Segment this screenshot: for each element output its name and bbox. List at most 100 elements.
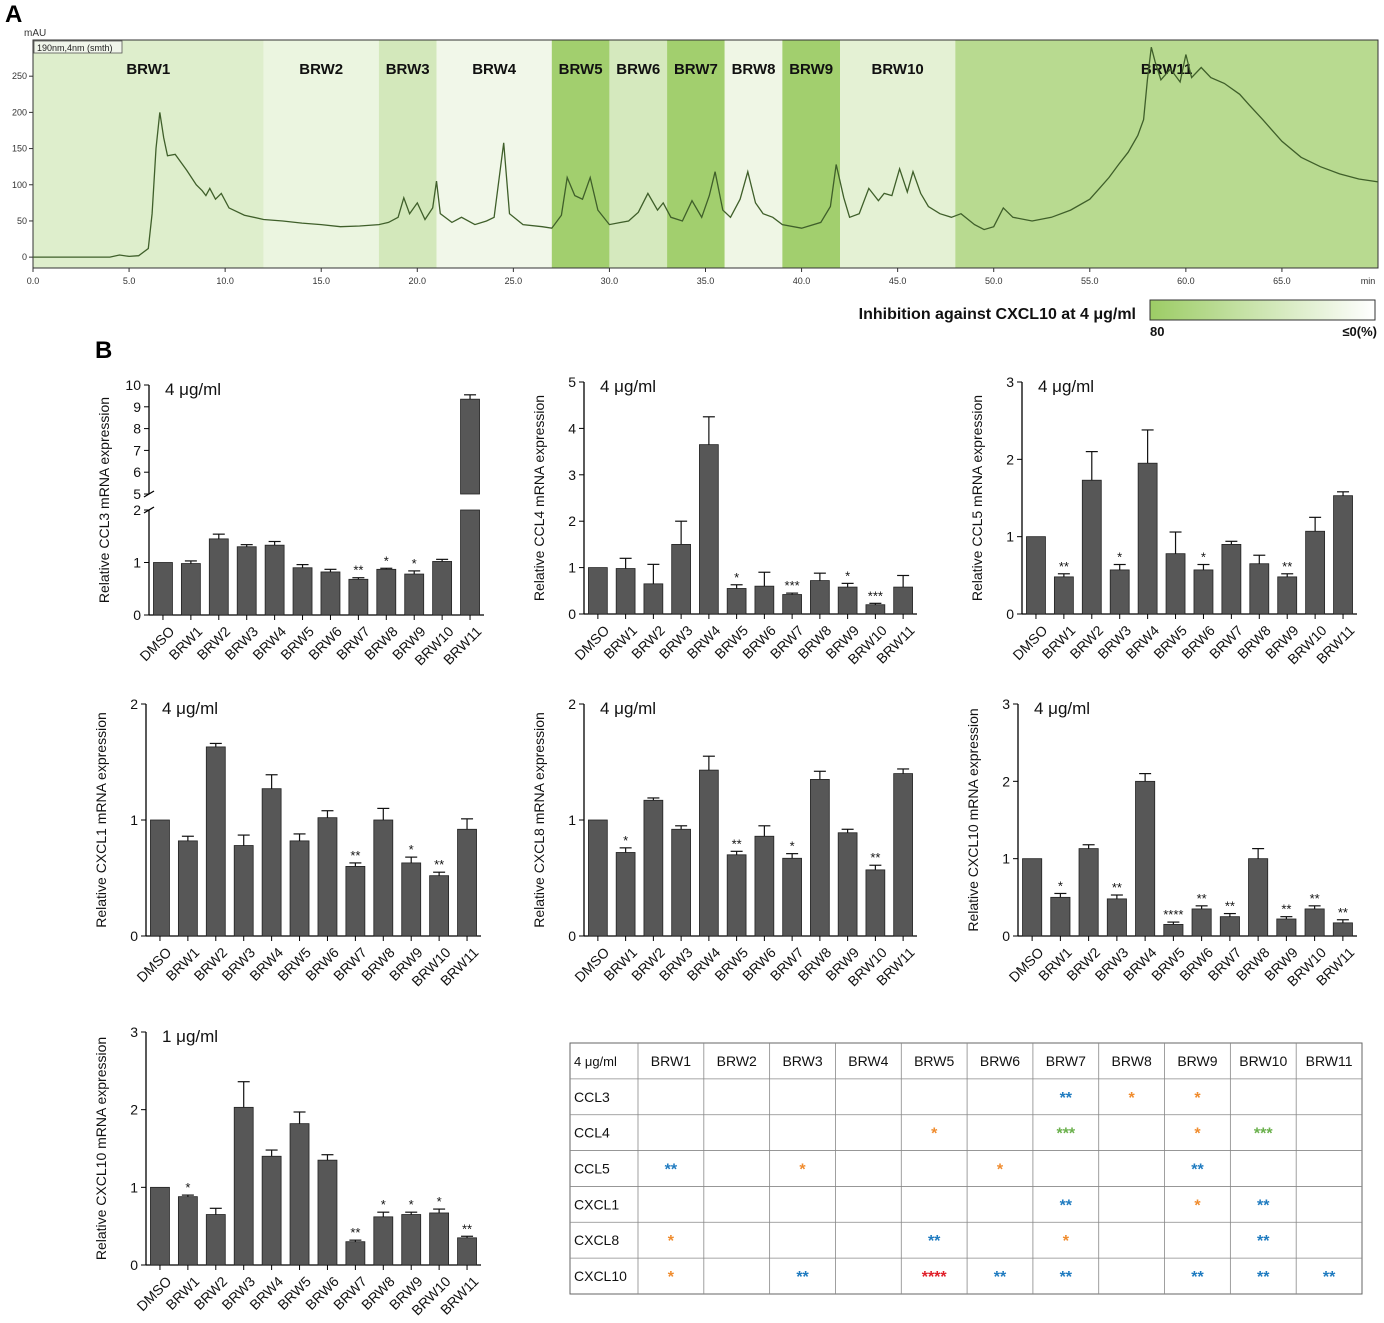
bar <box>345 866 366 937</box>
x-tick-label: 30.0 <box>601 276 619 286</box>
fraction-band-brw5 <box>551 40 610 268</box>
chart-ccl5-4ug: 0 1 2 3 Relative CCL5 mRNA expression 4 μg/ml… <box>969 374 1358 667</box>
fraction-label: BRW4 <box>472 61 517 78</box>
table-column-header: BRW2 <box>717 1053 757 1069</box>
bar <box>1277 576 1298 615</box>
significance-mark: * <box>1058 878 1063 893</box>
x-tick-label: 5.0 <box>123 276 136 286</box>
bar <box>1163 924 1184 937</box>
bar <box>726 854 747 937</box>
bar <box>457 1237 477 1266</box>
significance-mark: * <box>185 1180 190 1195</box>
bar <box>177 840 198 937</box>
bar <box>1165 553 1186 615</box>
bar <box>457 828 477 937</box>
table-column-header: BRW6 <box>980 1053 1020 1069</box>
fraction-label: BRW11 <box>1141 61 1192 78</box>
table-significance-cell: * <box>668 1233 675 1250</box>
bar <box>671 828 691 937</box>
table-significance-cell: * <box>1194 1090 1201 1107</box>
y-axis-title: Relative CXCL10 mRNA expression <box>93 1037 109 1260</box>
table-significance-cell: * <box>1194 1197 1201 1214</box>
panel-label-a: A <box>5 1 22 28</box>
table-row-label: CXCL10 <box>574 1268 627 1284</box>
y-tick-label: 1 <box>568 560 576 576</box>
significance-mark: * <box>790 839 795 854</box>
bar <box>150 819 170 937</box>
significance-mark: ** <box>1282 559 1292 574</box>
table-significance-cell: ** <box>1323 1269 1336 1286</box>
bar <box>348 578 369 616</box>
table-significance-cell: ** <box>1191 1162 1204 1179</box>
significance-mark: ** <box>1197 891 1207 906</box>
y-tick-label: 5 <box>568 374 576 390</box>
bar <box>782 857 802 937</box>
chart-ccl4-4ug: 0 1 2 3 4 5 Relative CCL4 mRNA expression 4 μg/… <box>531 374 918 667</box>
detector-label-box <box>33 40 123 54</box>
x-tick-label: 10.0 <box>216 276 234 286</box>
fraction-band-brw4 <box>436 40 552 268</box>
table-row-label: CXCL1 <box>574 1196 619 1212</box>
fraction-label: BRW8 <box>732 61 776 78</box>
table-significance-cell: ** <box>1060 1197 1073 1214</box>
table-significance-cell: ** <box>1060 1269 1073 1286</box>
bar <box>153 562 173 616</box>
bar <box>373 819 394 937</box>
concentration-annotation: 4 μg/ml <box>600 699 656 718</box>
bar <box>643 583 664 615</box>
significance-mark: ** <box>350 1225 360 1240</box>
bar <box>643 799 664 937</box>
y-tick-label: 2 <box>130 696 138 712</box>
bar <box>754 835 775 937</box>
x-tick-label: 55.0 <box>1081 276 1099 286</box>
bar <box>205 746 226 937</box>
bar <box>233 1106 254 1266</box>
bar <box>1191 908 1212 937</box>
concentration-annotation: 4 μg/ml <box>600 377 656 396</box>
bar <box>261 1155 282 1266</box>
fraction-band-brw8 <box>724 40 783 268</box>
fraction-band-brw7 <box>667 40 725 268</box>
y-tick-label: 3 <box>1006 374 1014 390</box>
bar <box>317 817 338 937</box>
table-column-header: BRW1 <box>651 1053 691 1069</box>
table-significance-cell: ** <box>1191 1269 1204 1286</box>
table-row-label: CCL3 <box>574 1089 610 1105</box>
table-significance-cell: ** <box>1060 1090 1073 1107</box>
y-tick-label: 3 <box>1002 696 1010 712</box>
bar <box>320 571 341 616</box>
table-significance-cell: * <box>799 1162 806 1179</box>
significance-mark: * <box>1117 550 1122 565</box>
bar <box>1137 462 1158 615</box>
fraction-label: BRW10 <box>872 61 924 78</box>
bar <box>1193 569 1214 615</box>
table-significance-cell: * <box>1129 1090 1136 1107</box>
significance-mark: * <box>409 1197 414 1212</box>
bar <box>292 567 313 616</box>
table-significance-cell: ** <box>796 1269 809 1286</box>
table-significance-cell: * <box>997 1162 1004 1179</box>
y-tick-label: 2 <box>568 696 576 712</box>
table-significance-cell: ** <box>1257 1269 1270 1286</box>
table-significance-cell: * <box>1063 1233 1070 1250</box>
y-unit-label: mAU <box>24 28 46 39</box>
concentration-annotation: 4 μg/ml <box>165 380 221 399</box>
significance-mark: * <box>437 1194 442 1209</box>
scale-max-label: 80 <box>1150 324 1164 339</box>
significance-mark: *** <box>868 588 883 603</box>
x-tick-label: 40.0 <box>793 276 811 286</box>
y-tick-label: 5 <box>133 486 141 502</box>
significance-mark: ** <box>1281 902 1291 917</box>
significance-mark: ** <box>1310 891 1320 906</box>
bar <box>1081 479 1102 615</box>
y-tick-label: 2 <box>133 502 141 518</box>
bar <box>810 580 830 615</box>
bar <box>1305 530 1326 615</box>
y-tick-label: 0 <box>568 606 576 622</box>
bar <box>1332 922 1353 937</box>
scale-gradient-bar <box>1149 299 1376 321</box>
table-column-header: BRW9 <box>1177 1053 1217 1069</box>
table-row-label: CXCL8 <box>574 1232 619 1248</box>
y-tick-label: 9 <box>133 399 141 415</box>
detector-label: 190nm,4nm (smth) <box>37 43 113 53</box>
